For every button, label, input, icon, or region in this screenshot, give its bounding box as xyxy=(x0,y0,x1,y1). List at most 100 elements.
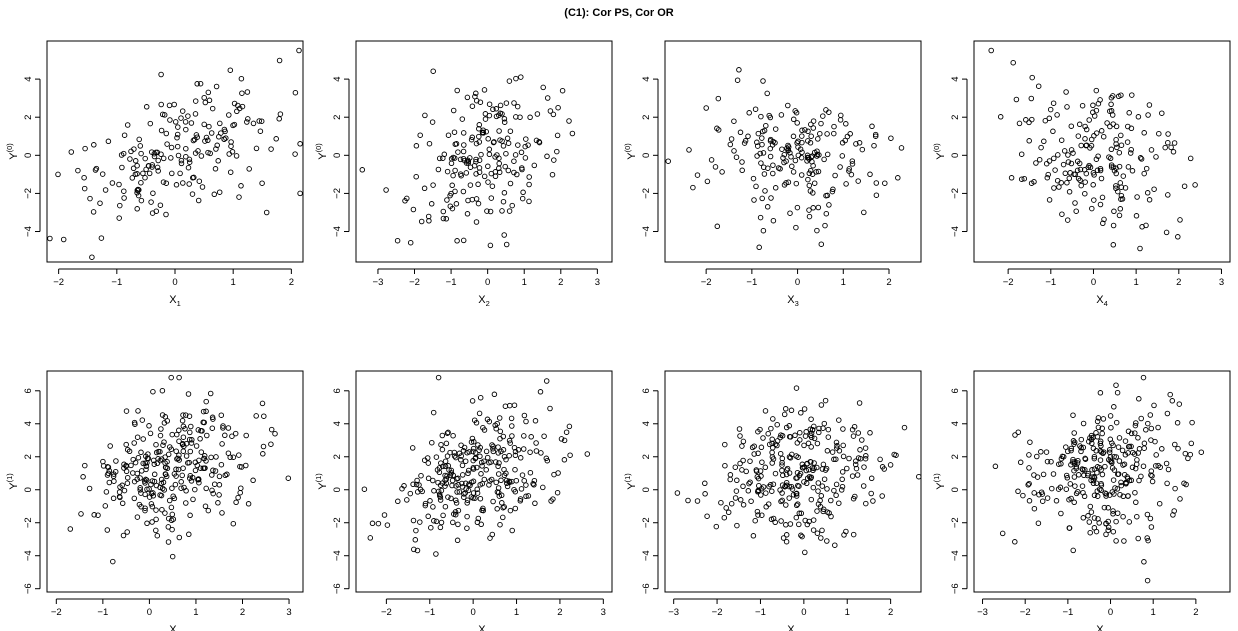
data-point xyxy=(794,120,800,126)
data-point xyxy=(870,498,876,504)
data-point xyxy=(1094,469,1100,476)
data-point xyxy=(1144,535,1150,541)
data-point xyxy=(1105,527,1111,534)
data-point xyxy=(179,417,186,424)
data-point xyxy=(1147,412,1154,418)
x-tick-label: 1 xyxy=(1151,607,1156,618)
data-point xyxy=(822,467,829,473)
data-point xyxy=(1068,462,1074,468)
data-point xyxy=(454,87,460,94)
y-tick-label: −4 xyxy=(332,226,343,237)
data-point xyxy=(507,507,514,514)
data-point xyxy=(1071,467,1077,474)
data-point xyxy=(1153,452,1159,458)
data-point xyxy=(1107,155,1114,162)
data-point xyxy=(209,105,216,112)
data-point xyxy=(526,181,532,188)
data-point xyxy=(799,139,805,146)
data-point xyxy=(1116,149,1123,156)
data-point xyxy=(757,468,764,474)
data-point xyxy=(840,453,847,460)
data-point xyxy=(786,470,793,476)
data-point xyxy=(805,176,811,183)
data-point xyxy=(146,170,153,177)
data-point xyxy=(1115,188,1121,195)
data-point xyxy=(215,158,221,164)
data-point xyxy=(1075,133,1082,139)
data-point xyxy=(837,117,844,123)
data-point xyxy=(1046,158,1053,164)
data-point xyxy=(810,125,817,131)
data-point xyxy=(128,462,134,469)
data-point xyxy=(836,500,842,506)
data-point xyxy=(1137,245,1143,252)
y-tick-label: 2 xyxy=(950,454,961,459)
data-point xyxy=(211,481,218,487)
data-point xyxy=(1035,520,1042,526)
data-point xyxy=(486,101,493,107)
x-axis-label: X4 xyxy=(1096,624,1108,631)
data-point xyxy=(810,517,817,523)
data-point xyxy=(435,374,442,381)
data-point xyxy=(732,464,739,470)
data-point xyxy=(1140,374,1147,381)
data-point xyxy=(143,463,150,470)
data-point xyxy=(829,449,836,455)
data-point xyxy=(417,132,423,138)
data-point xyxy=(1049,485,1055,492)
data-point xyxy=(787,521,794,527)
data-point xyxy=(1106,447,1113,453)
y-tick-label: 4 xyxy=(641,76,652,81)
data-point xyxy=(509,202,515,209)
data-point xyxy=(750,533,757,539)
data-point xyxy=(1175,445,1181,452)
data-point xyxy=(790,492,797,498)
data-point xyxy=(820,113,826,119)
data-point xyxy=(412,537,419,543)
data-point xyxy=(481,427,488,433)
data-point xyxy=(1061,148,1068,154)
data-point xyxy=(168,504,175,511)
data-point xyxy=(438,519,445,526)
data-point xyxy=(218,412,225,418)
y-tick-label: −2 xyxy=(950,188,961,199)
data-point xyxy=(807,188,814,194)
data-point xyxy=(81,185,88,192)
data-point xyxy=(202,503,209,509)
data-point xyxy=(174,431,180,438)
data-point xyxy=(458,457,464,463)
y-tick-label: −2 xyxy=(332,188,343,199)
data-point xyxy=(452,167,458,174)
data-point xyxy=(1111,208,1117,215)
y-tick-label: −4 xyxy=(332,550,343,561)
data-point xyxy=(1060,161,1067,168)
data-point xyxy=(806,182,813,189)
data-point xyxy=(485,163,491,170)
data-point xyxy=(495,471,502,477)
data-point xyxy=(450,519,456,526)
y-axis-label: Y(1) xyxy=(932,473,947,490)
data-point xyxy=(1027,439,1033,445)
data-point xyxy=(854,472,861,478)
data-point xyxy=(1094,418,1101,425)
data-point xyxy=(1118,132,1124,139)
data-point xyxy=(209,425,216,431)
data-point xyxy=(407,239,414,246)
data-point xyxy=(485,179,491,185)
data-point xyxy=(487,242,494,249)
data-point xyxy=(1144,190,1151,196)
data-point xyxy=(494,489,501,495)
data-point xyxy=(817,130,823,137)
data-point xyxy=(1058,137,1065,143)
data-point xyxy=(839,153,846,159)
data-point xyxy=(455,521,461,528)
data-point xyxy=(367,535,374,541)
data-point xyxy=(1087,503,1094,510)
data-point xyxy=(201,419,207,426)
data-point xyxy=(569,130,576,137)
data-point xyxy=(1050,471,1057,477)
data-point xyxy=(511,158,517,164)
data-point xyxy=(1098,467,1104,473)
data-point xyxy=(1151,402,1157,409)
